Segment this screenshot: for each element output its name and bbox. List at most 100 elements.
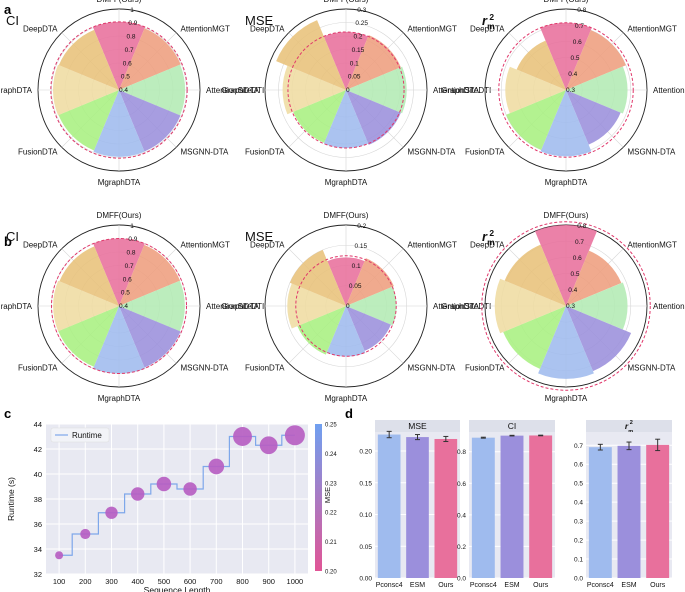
radial-tick-label: 0.7	[575, 239, 584, 246]
radial-tick-label: 0.4	[119, 87, 128, 94]
category-label-attentionmgt: AttentionMGT	[181, 240, 230, 249]
colorbar-label: MSE	[323, 487, 332, 503]
category-label-dmff-ours: DMFF(Ours)	[324, 211, 369, 220]
subplot-title: CI	[508, 421, 517, 431]
wedge-dmff-ours	[535, 224, 597, 306]
wedge-mgraphdta	[93, 90, 145, 157]
y-tick-label: 0.15	[359, 480, 372, 487]
bar-ours	[646, 444, 670, 578]
polar-title: CI	[6, 229, 19, 244]
radial-tick-label: 0.9	[128, 236, 137, 243]
polar-chart-b-MSE: 0 0.05 0.1 0.15 0.2 DMFF(Ours) AttentionMGT Att…	[221, 211, 491, 403]
polar-title: MSE	[245, 229, 274, 244]
panel-label-a: a	[4, 2, 12, 17]
category-label-attentionmgt: AttentionMGT	[408, 240, 457, 249]
y-tick-label: 40	[34, 470, 42, 479]
category-label-attentionsitedti: AttentionSiteDTI	[653, 86, 685, 95]
wedge-msgnn-dta	[566, 90, 621, 145]
category-label-attentionmgt: AttentionMGT	[628, 24, 677, 33]
category-label-attentionsitedti: AttentionSiteDTI	[433, 302, 491, 311]
category-label-msgnn-dta: MSGNN-DTA	[628, 148, 677, 157]
category-label-mgraphdta: MgraphDTA	[325, 178, 368, 187]
radial-tick-label: 0.4	[119, 303, 128, 310]
y-tick-label: 32	[34, 570, 42, 579]
wedge-dmff-ours	[327, 257, 365, 306]
polar-chart-a-MSE: 0 0.05 0.1 0.15 0.2 0.25 0.3 DMFF(Ours) Attentio…	[221, 0, 491, 187]
category-label-msgnn-dta: MSGNN-DTA	[628, 364, 677, 373]
y-tick-label: 0.05	[359, 544, 372, 551]
y-tick-label: 42	[34, 445, 42, 454]
category-label-attentionsitedti: AttentionSiteDTI	[206, 86, 264, 95]
radial-tick-label: 0.2	[354, 34, 363, 41]
wedge-attentionmgt	[119, 244, 181, 306]
legend: Runtime	[50, 427, 110, 443]
scatter-point	[55, 551, 64, 560]
wedge-attentionmgt	[566, 30, 626, 90]
category-label-dmff-ours: DMFF(Ours)	[544, 0, 589, 4]
radial-tick-label: 0.7	[575, 23, 584, 30]
x-tick-label: ESM	[621, 582, 636, 589]
wedge-msgnn-dta	[566, 306, 632, 372]
colorbar-tick-label: 0.23	[325, 481, 337, 487]
wedge-dmff-ours	[540, 22, 592, 90]
category-label-deepdta: DeepDTA	[23, 24, 58, 33]
x-tick-label: 600	[184, 577, 197, 586]
wedge-dmff-ours	[323, 31, 369, 91]
radial-tick-label: 0.6	[573, 39, 582, 46]
x-axis-label: Sequence Length	[144, 585, 211, 592]
polar-title: rm2	[482, 228, 495, 247]
category-label-fusiondta: FusionDTA	[245, 148, 285, 157]
wedge-attentionsitedti	[346, 66, 407, 114]
radial-tick-label: 0.6	[573, 255, 582, 262]
category-label-graphdta: GraphDTA	[221, 86, 259, 95]
scatter-point	[259, 436, 278, 455]
category-label-msgnn-dta: MSGNN-DTA	[181, 364, 230, 373]
x-tick-label: Ours	[533, 582, 549, 589]
y-tick-label: 0.7	[574, 443, 583, 450]
y-tick-label: 36	[34, 520, 42, 529]
scatter-point	[284, 425, 305, 446]
category-label-dmff-ours: DMFF(Ours)	[324, 0, 369, 4]
wedge-mgraphdta	[93, 306, 145, 374]
y-tick-label: 0.8	[457, 449, 466, 456]
wedge-attentionmgt	[119, 28, 181, 90]
wedge-attentionsitedti	[119, 64, 186, 116]
radial-tick-label: 0.4	[568, 71, 577, 78]
wedge-attentionmgt	[346, 35, 401, 90]
y-tick-label: 0.2	[574, 538, 583, 545]
bar-subplot-mse: MSE 0.00 0.05 0.10 0.15 0.20 Pconsc4 ESM Ours	[359, 420, 460, 589]
wedge-attentionsitedti	[566, 282, 628, 330]
category-label-dmff-ours: DMFF(Ours)	[97, 211, 142, 220]
bar-pconsc4	[471, 437, 495, 578]
category-label-fusiondta: FusionDTA	[18, 148, 58, 157]
reference-circle	[51, 238, 187, 374]
x-tick-label: Ours	[650, 582, 666, 589]
colorbar-tick-label: 0.22	[325, 511, 337, 517]
y-tick-label: 38	[34, 495, 42, 504]
y-tick-label: 0.2	[457, 544, 466, 551]
reference-circle	[498, 22, 634, 158]
radial-tick-label: 0	[346, 303, 350, 310]
x-tick-label: 800	[236, 577, 249, 586]
x-tick-label: Pconsc4	[376, 582, 403, 589]
radial-tick-label: 0.8	[127, 34, 136, 41]
category-label-dmff-ours: DMFF(Ours)	[544, 211, 589, 220]
radial-tick-label: 0.5	[571, 55, 580, 62]
wedge-dmff-ours	[92, 21, 146, 90]
colorbar-tick-label: 0.24	[325, 452, 337, 458]
category-label-mgraphdta: MgraphDTA	[545, 394, 588, 403]
scatter-point	[233, 427, 252, 446]
wedge-deepdta	[289, 249, 346, 306]
category-label-mgraphdta: MgraphDTA	[325, 394, 368, 403]
polar-chart-a-CI: 0.4 0.5 0.6 0.7 0.8 0.9 1 DMFF(Ours) AttentionMG…	[0, 0, 264, 187]
scatter-chart-runtime: 100 200 300 400 500 600 700 800 900 1000 32 34 36 38 4…	[6, 420, 337, 592]
wedge-graphdta	[287, 283, 346, 329]
subplot-title-strip	[586, 420, 672, 432]
radial-tick-label: 0.1	[352, 263, 361, 270]
x-tick-label: 900	[262, 577, 275, 586]
radial-tick-label: 0.4	[568, 287, 577, 294]
radial-tick-label: 0.2	[357, 223, 366, 230]
reference-circle	[295, 255, 397, 357]
x-tick-label: 400	[131, 577, 144, 586]
